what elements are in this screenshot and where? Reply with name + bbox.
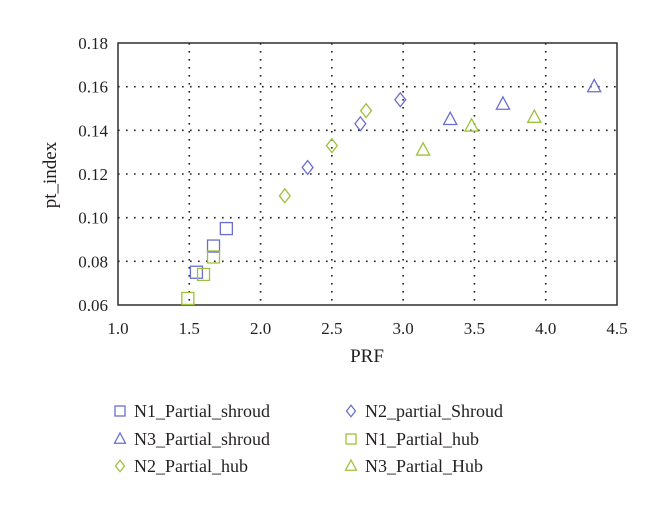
data-point-diamond xyxy=(278,187,292,204)
legend-marker-triangle xyxy=(344,458,358,471)
y-tick-label: 0.10 xyxy=(78,209,108,228)
data-point-triangle xyxy=(415,141,431,156)
data-point-triangle xyxy=(442,110,458,126)
legend-marker-square xyxy=(114,405,126,417)
x-tick-label: 3.0 xyxy=(393,319,414,338)
x-tick-label: 1.0 xyxy=(107,319,128,338)
legend-marker-square xyxy=(345,433,357,445)
x-tick-label: 2.0 xyxy=(250,319,271,338)
data-point-square xyxy=(181,291,195,306)
x-tick-label: 4.5 xyxy=(606,319,627,338)
data-point-triangle xyxy=(586,78,602,93)
data-point-triangle xyxy=(463,117,480,132)
data-point-triangle xyxy=(526,108,542,123)
tick-labels: 1.0 1.5 2.0 2.5 3.0 3.5 4.0 4.5 0.06 0.08 0.10 0.12… xyxy=(78,34,627,338)
data-point-square xyxy=(189,265,204,279)
y-tick-label: 0.16 xyxy=(78,78,108,97)
legend-marker-diamond xyxy=(345,404,357,418)
data-points xyxy=(181,78,602,306)
legend-label: N3_Partial_shroud xyxy=(134,429,270,449)
legend-marker-triangle xyxy=(113,431,127,444)
legend-label: N2_Partial_hub xyxy=(134,456,248,476)
legend-label: N1_Partial_hub xyxy=(365,429,479,449)
y-tick-label: 0.08 xyxy=(78,252,108,271)
plot-frame xyxy=(117,42,618,306)
x-tick-label: 3.5 xyxy=(464,319,485,338)
y-tick-label: 0.06 xyxy=(78,296,108,315)
data-point-square xyxy=(206,239,221,253)
legend-label: N3_Partial_Hub xyxy=(365,456,483,476)
data-point-triangle xyxy=(495,95,511,110)
y-axis-label: pt_index xyxy=(40,141,61,208)
data-point-square xyxy=(206,250,221,264)
x-tick-label: 4.0 xyxy=(535,319,556,338)
data-point-diamond xyxy=(325,137,339,154)
x-tick-label: 2.5 xyxy=(321,319,342,338)
legend-label: N2_partial_Shroud xyxy=(365,401,503,421)
y-tick-label: 0.14 xyxy=(78,121,108,140)
data-point-square xyxy=(219,221,234,236)
x-tick-label: 1.5 xyxy=(179,319,200,338)
data-point-diamond xyxy=(301,159,314,176)
x-axis-label: PRF xyxy=(350,346,384,367)
legend-label: N1_Partial_shroud xyxy=(134,401,270,421)
data-point-square xyxy=(196,267,211,282)
grid-lines xyxy=(118,43,617,305)
data-point-diamond xyxy=(354,115,367,132)
y-tick-label: 0.12 xyxy=(78,165,108,184)
data-point-diamond xyxy=(394,91,407,108)
legend-marker-diamond xyxy=(114,459,126,473)
legend: N1_Partial_shroud N2_partial_Shroud N3_Par… xyxy=(113,401,503,476)
data-point-diamond xyxy=(359,102,373,119)
y-tick-label: 0.18 xyxy=(78,34,108,53)
